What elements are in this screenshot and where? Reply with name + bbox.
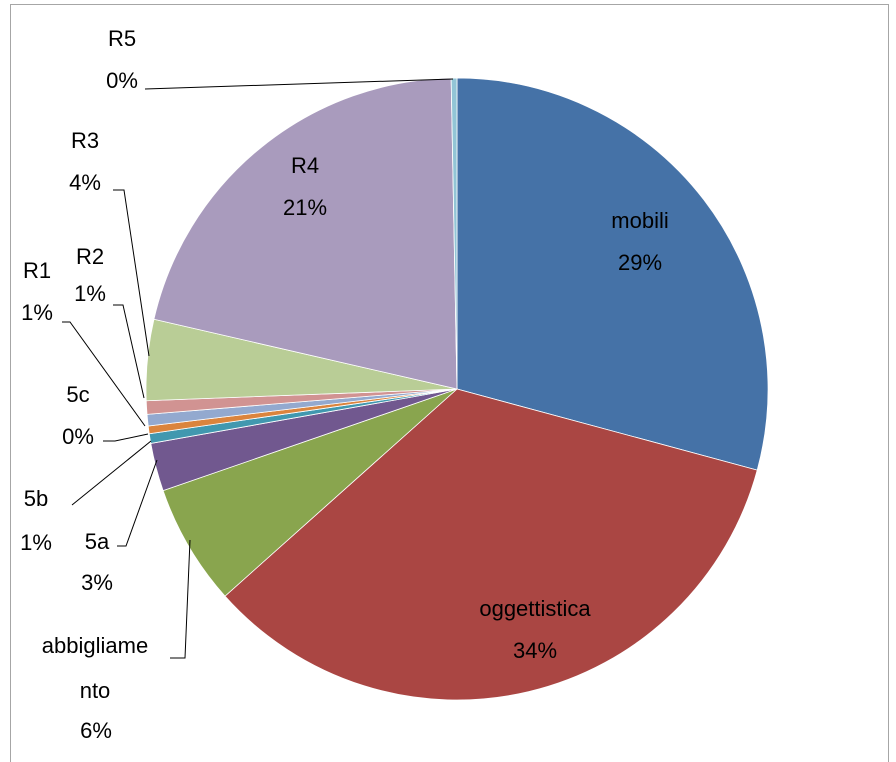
leader-line bbox=[103, 433, 149, 442]
slice-label: 5c bbox=[66, 382, 90, 407]
pie-slice bbox=[456, 77, 769, 471]
chart-border bbox=[10, 4, 889, 762]
slice-label: R5 bbox=[107, 26, 137, 51]
slice-label: abbigliamento bbox=[41, 633, 149, 703]
leader-line bbox=[71, 440, 152, 506]
value-label: 1% bbox=[74, 281, 106, 306]
slice-label: oggettistica bbox=[479, 596, 591, 621]
slice-label: 5a bbox=[84, 529, 110, 554]
pie-slice bbox=[450, 77, 458, 390]
value-label: 1% bbox=[20, 530, 52, 555]
slice-label: R3 bbox=[70, 128, 100, 153]
slice-label: R2 bbox=[75, 244, 105, 269]
value-label: 0% bbox=[106, 68, 138, 93]
value-label: 29% bbox=[617, 250, 663, 275]
pie-slice bbox=[153, 77, 458, 390]
pie-slice bbox=[224, 388, 758, 701]
pie-slice bbox=[162, 388, 458, 597]
value-label: 3% bbox=[81, 570, 113, 595]
slice-label: 5b bbox=[23, 486, 49, 511]
value-label: 1% bbox=[21, 300, 53, 325]
value-label: 21% bbox=[282, 195, 328, 220]
leader-line bbox=[62, 321, 146, 427]
slice-label: R4 bbox=[290, 153, 320, 178]
value-label: 4% bbox=[69, 170, 101, 195]
value-label: 34% bbox=[512, 638, 558, 663]
slice-label: R1 bbox=[22, 258, 52, 283]
leader-line bbox=[113, 189, 150, 357]
leader-line bbox=[170, 539, 191, 659]
leader-line bbox=[113, 304, 145, 399]
leader-line bbox=[117, 459, 158, 547]
value-label: 6% bbox=[80, 718, 112, 743]
leader-line bbox=[144, 78, 454, 90]
value-label: 0% bbox=[62, 424, 94, 449]
slice-label: mobili bbox=[611, 208, 669, 233]
